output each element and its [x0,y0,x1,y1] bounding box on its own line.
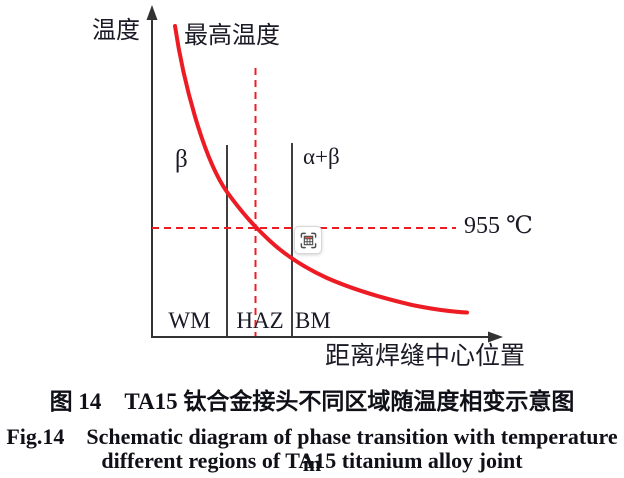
phase-label-alpha-beta: α+β [303,144,340,169]
x-axis-arrow-icon [488,331,503,343]
table-outline [303,235,313,245]
y-axis-arrow-icon [146,5,158,20]
curve-label: 最高温度 [184,23,280,49]
table-capture-button[interactable] [294,226,322,254]
viewfinder-brackets-icon [300,232,316,248]
phase-label-beta: β [175,146,188,173]
caption-en-line2: different regions of TA15 titanium alloy… [101,448,523,473]
diagram-canvas [146,5,503,343]
max-temperature-curve [173,24,469,315]
zone-label-wm: WM [168,308,211,333]
caption-zh: 图 14 TA15 钛合金接头不同区域随温度相变示意图 [49,389,575,414]
caption-en-line1: Fig.14 Schematic diagram of phase transi… [6,424,618,476]
table-header-red [303,235,313,239]
x-axis-label: 距离焊缝中心位置 [325,343,526,370]
zone-label-bm: BM [295,308,331,333]
y-axis-label: 温度 [92,18,140,44]
table-capture-icon [300,232,316,248]
zone-label-haz: HAZ [236,308,284,333]
reference-temp-label: 955 ℃ [464,213,533,239]
